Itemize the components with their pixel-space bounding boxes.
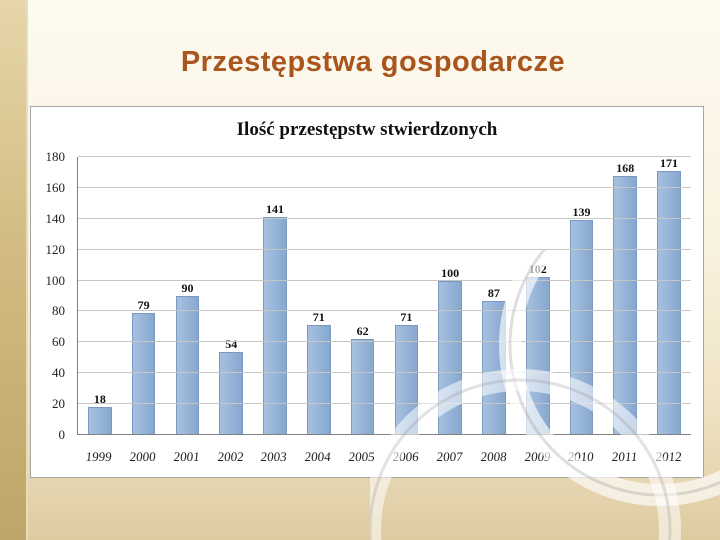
bar-value-label: 62	[356, 324, 369, 339]
bar-value-label: 139	[572, 205, 591, 220]
x-tick-label-2008: 2008	[479, 449, 508, 464]
bar-value-label: 79	[137, 298, 150, 312]
bar-slot-2001: 90	[166, 157, 210, 435]
y-tick-label: 0	[58, 427, 66, 442]
bar-slot-2012: 171	[647, 157, 691, 435]
bar-value-label: 100	[441, 265, 460, 280]
y-tick-label: 100	[45, 272, 66, 288]
gridline	[78, 217, 691, 219]
bar-slot-2005: 62	[341, 157, 385, 435]
chart-panel: Ilość przestępstw stwierdzonych 0 20 40 60 8…	[30, 106, 704, 478]
y-tick-label: 140	[45, 210, 66, 226]
y-tick-label: 80	[52, 303, 65, 319]
gridline	[78, 310, 691, 312]
chart-title: Ilość przestępstw stwierdzonych	[236, 119, 498, 140]
y-tick-label: 180	[45, 149, 66, 164]
x-axis: 1999 2000 2001 2002 2003 2004 2005 2006 2007 2008…	[77, 441, 691, 469]
y-tick-label: 160	[45, 179, 66, 195]
gridline	[78, 403, 691, 405]
x-tick-label-1999: 1999	[84, 449, 113, 464]
y-tick-label: 40	[52, 365, 65, 381]
bar-2002	[219, 351, 244, 435]
bar-slot-2006: 71	[384, 157, 428, 435]
bar-2007	[438, 280, 462, 435]
y-tick-label: 120	[45, 241, 66, 257]
bar-2000	[131, 313, 156, 435]
bar-slot-2007: 100	[428, 157, 472, 435]
bar-2011	[613, 175, 638, 435]
x-tick-label-2000: 2000	[128, 449, 157, 464]
y-tick-label: 60	[52, 334, 65, 350]
bar-slot-1999: 18	[78, 157, 122, 435]
x-tick-label-2009: 2009	[523, 449, 552, 464]
bar-value-label: 168	[616, 160, 635, 175]
x-tick-label-2004: 2004	[304, 449, 332, 464]
bar-slot-2011: 168	[603, 157, 647, 435]
x-tick-label-2005: 2005	[348, 449, 376, 464]
bar-value-label: 71	[400, 310, 413, 325]
plot-area: 18 79 90 54 141 71 62 71 100 87 102 139 168 171	[77, 156, 691, 435]
bar-slot-2010: 139	[560, 157, 604, 435]
bar-value-label: 171	[660, 156, 679, 170]
gridline	[78, 341, 691, 343]
bar-value-label: 18	[93, 392, 106, 407]
bar-slot-2003: 141	[253, 157, 297, 435]
x-tick-label-2010: 2010	[567, 449, 596, 464]
bar-value-label: 102	[528, 262, 547, 277]
gridline	[78, 186, 691, 188]
y-tick-label: 20	[52, 396, 65, 412]
x-tick-label-2011: 2011	[611, 449, 639, 464]
bar-slot-2000: 79	[122, 157, 166, 435]
x-tick-label-2007: 2007	[435, 449, 464, 464]
bar-1999	[88, 407, 112, 435]
x-tick-label-2001: 2001	[172, 449, 201, 464]
x-tick-label-2003: 2003	[260, 449, 288, 464]
gridline	[78, 279, 691, 281]
bar-value-label: 87	[487, 285, 500, 300]
bar-value-label: 90	[181, 281, 194, 295]
gridline	[78, 248, 691, 250]
x-tick-label-2006: 2006	[391, 449, 420, 464]
bar-slot-2009: 102	[516, 157, 560, 435]
x-tick-label-2002: 2002	[216, 449, 245, 464]
x-tick-label-2012: 2012	[655, 449, 683, 464]
bar-2005	[350, 339, 375, 435]
bar-slot-2004: 71	[297, 157, 341, 435]
bar-value-label: 141	[266, 202, 285, 217]
bar-2012	[657, 171, 681, 435]
x-axis-line	[78, 434, 691, 435]
bars-container: 18 79 90 54 141 71 62 71 100 87 102 139 168 171	[78, 157, 691, 435]
bar-2001	[175, 296, 200, 435]
bar-value-label: 71	[312, 310, 325, 325]
left-decor-strip	[0, 0, 28, 540]
gridline	[78, 372, 691, 374]
y-axis: 0 20 40 60 80 100 120 140 160 180	[31, 149, 73, 442]
bar-2009	[525, 277, 550, 435]
bar-slot-2008: 87	[472, 157, 516, 435]
bar-2008	[482, 300, 506, 435]
gridline	[78, 156, 691, 157]
slide-title: Przestępstwa gospodarcze	[180, 46, 566, 78]
bar-value-label: 54	[225, 336, 238, 351]
bar-slot-2002: 54	[209, 157, 253, 435]
